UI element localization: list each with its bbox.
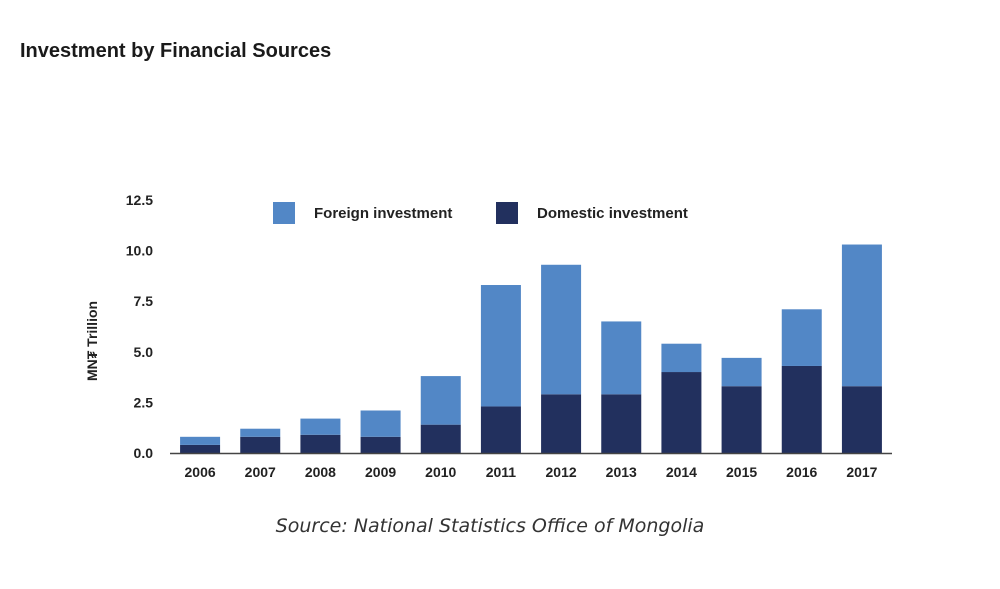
- y-tick-label: 2.5: [134, 394, 154, 410]
- y-tick-label: 0.0: [134, 445, 154, 461]
- x-tick-label: 2012: [546, 464, 577, 480]
- bar-foreign-2016: [781, 309, 822, 366]
- bar-domestic-2013: [601, 394, 642, 453]
- x-tick-label: 2017: [846, 464, 877, 480]
- bar-domestic-2008: [300, 434, 341, 453]
- y-axis-title: MN₮ Trillion: [84, 301, 100, 381]
- bar-foreign-2006: [180, 436, 221, 445]
- bar-foreign-2015: [721, 357, 762, 387]
- source-note: Source: National Statistics Office of Mo…: [275, 515, 705, 537]
- stacked-bar-chart: 0.02.55.07.510.012.5 MN₮ Trillion 2006 20…: [84, 192, 892, 480]
- x-tick-label: 2008: [305, 464, 336, 480]
- bar-foreign-2012: [541, 264, 582, 395]
- bar-domestic-2007: [240, 436, 281, 453]
- legend-swatch-foreign: [273, 202, 295, 224]
- bar-foreign-2013: [601, 321, 642, 395]
- legend-label-domestic: Domestic investment: [537, 205, 688, 222]
- bar-foreign-2011: [480, 285, 521, 407]
- x-tick-label: 2011: [486, 464, 517, 480]
- bar-foreign-2014: [661, 343, 702, 373]
- x-tick-label: 2006: [185, 464, 216, 480]
- y-tick-label: 7.5: [134, 293, 154, 309]
- bar-foreign-2017: [841, 244, 882, 387]
- y-axis-ticks: 0.0 2.5 5.0 7.5 10.0 12.5: [126, 192, 153, 461]
- y-tick-label: 12.5: [126, 192, 153, 208]
- bar-foreign-2007: [240, 428, 281, 437]
- x-tick-label: 2015: [726, 464, 757, 480]
- x-tick-label: 2007: [245, 464, 276, 480]
- x-tick-label: 2009: [365, 464, 396, 480]
- y-tick-label: 5.0: [134, 344, 154, 360]
- x-tick-label: 2014: [666, 464, 697, 480]
- bars: [180, 244, 882, 453]
- bar-domestic-2006: [180, 444, 221, 453]
- bar-domestic-2011: [480, 406, 521, 453]
- x-tick-label: 2016: [786, 464, 817, 480]
- bar-domestic-2012: [541, 394, 582, 453]
- legend: Foreign investment Domestic investment: [273, 202, 688, 224]
- y-tick-label: 10.0: [126, 243, 153, 259]
- bar-domestic-2016: [781, 365, 822, 453]
- x-tick-label: 2013: [606, 464, 637, 480]
- bar-domestic-2017: [841, 386, 882, 453]
- bar-foreign-2010: [420, 376, 461, 425]
- bar-domestic-2015: [721, 386, 762, 453]
- bar-foreign-2008: [300, 418, 341, 435]
- bar-domestic-2010: [420, 424, 461, 453]
- page-title: Investment by Financial Sources: [20, 40, 332, 62]
- bar-domestic-2014: [661, 372, 702, 453]
- bar-domestic-2009: [360, 436, 401, 453]
- bar-foreign-2009: [360, 410, 401, 437]
- legend-label-foreign: Foreign investment: [314, 205, 452, 222]
- x-axis-ticks: 2006 2007 2008 2009 2010 2011 2012 2013 2014 2015…: [185, 464, 878, 480]
- legend-swatch-domestic: [496, 202, 518, 224]
- x-tick-label: 2010: [425, 464, 456, 480]
